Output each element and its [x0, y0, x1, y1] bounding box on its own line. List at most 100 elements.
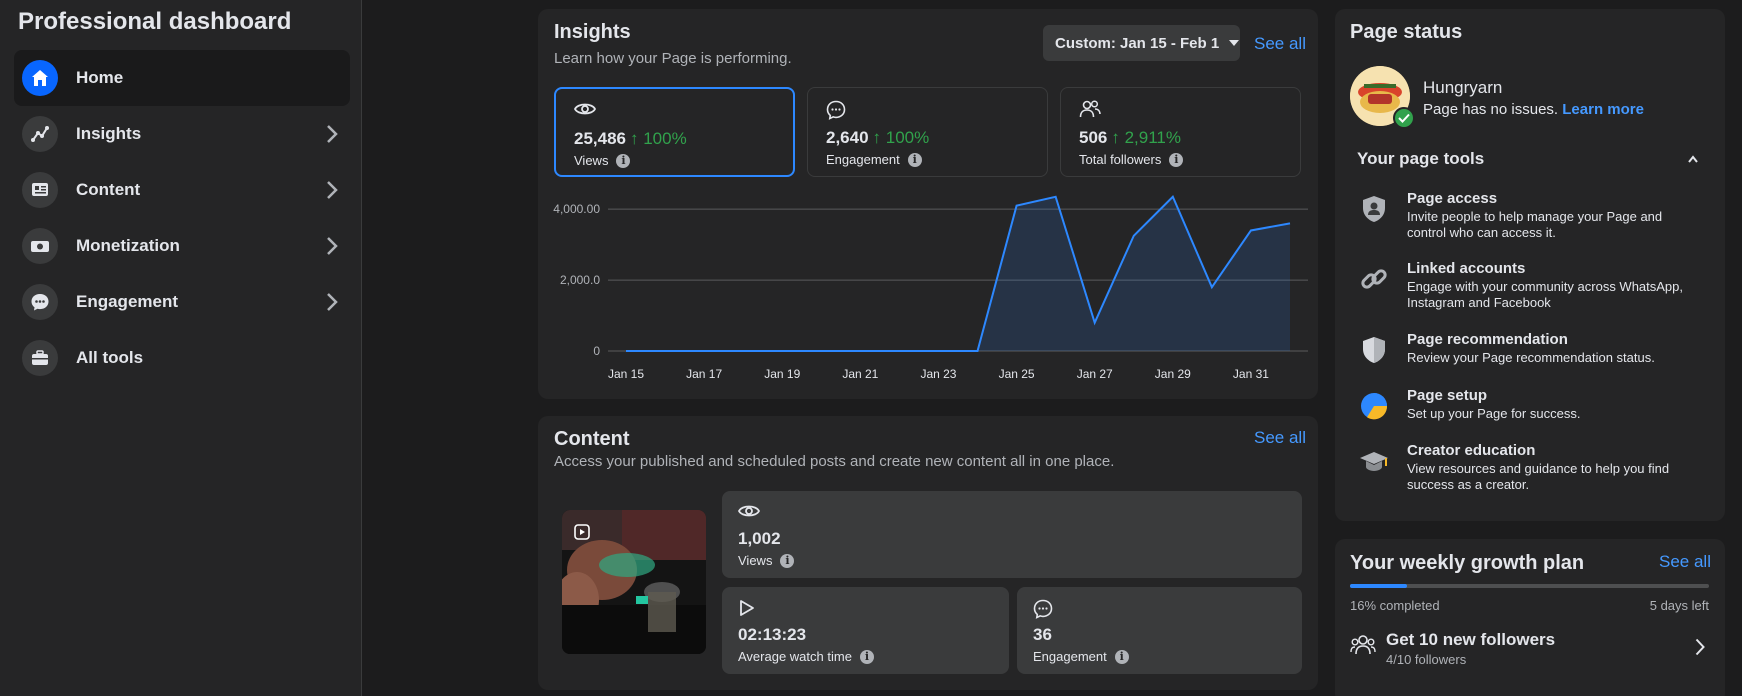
caret-down-icon [1229, 40, 1240, 46]
eye-icon [574, 103, 596, 115]
chevron-right-icon [327, 181, 338, 199]
insights-subtitle: Learn how your Page is performing. [554, 50, 792, 67]
info-icon[interactable]: i [616, 153, 631, 168]
followers-icon [1079, 100, 1101, 118]
chart-y-tick-label: 0 [593, 344, 600, 358]
sidebar-item-label: Monetization [76, 236, 180, 255]
chart-x-tick-label: Jan 23 [920, 367, 956, 381]
content-watch-label: Average watch time [738, 649, 852, 664]
trend-icon [22, 116, 58, 152]
chart-x-tick-label: Jan 25 [999, 367, 1035, 381]
graduation-cap-icon [1360, 452, 1388, 471]
tool-page-recommendation[interactable]: Page recommendation Review your Page rec… [1359, 331, 1679, 371]
chevron-right-icon [327, 125, 338, 143]
metric-label: Engagement [826, 152, 900, 167]
growth-plan-card: Your weekly growth plan See all 16% comp… [1335, 539, 1725, 696]
info-icon[interactable]: i [1114, 649, 1129, 664]
metric-label: Views [574, 153, 609, 168]
chart-x-tick-label: Jan 21 [842, 367, 878, 381]
chart-x-tick-label: Jan 19 [764, 367, 800, 381]
sidebar-item-label: Engagement [76, 292, 179, 311]
post-thumbnail[interactable] [562, 510, 706, 654]
metric-change: ↑ 2,911% [1111, 128, 1181, 147]
tool-title: Creator education [1407, 442, 1536, 459]
page-name[interactable]: Hungryarn [1423, 78, 1503, 97]
info-icon[interactable]: i [907, 152, 922, 167]
sidebar-item-content[interactable]: Content [14, 162, 350, 218]
content-watch-value: 02:13:23 [738, 625, 807, 644]
shield-person-icon [1363, 196, 1385, 222]
tool-title: Linked accounts [1407, 260, 1526, 277]
post-thumbnail-image [562, 510, 706, 654]
learn-more-link[interactable]: Learn more [1562, 101, 1644, 118]
growth-task-item[interactable]: Get 10 new followers 4/10 followers [1350, 630, 1709, 670]
chart-x-tick-label: Jan 29 [1155, 367, 1191, 381]
growth-days-left: 5 days left [1649, 598, 1709, 613]
growth-plan-title: Your weekly growth plan [1350, 552, 1585, 574]
growth-see-all-link[interactable]: See all [1659, 552, 1711, 571]
sidebar-item-label: Content [76, 180, 141, 199]
tool-page-access[interactable]: Page access Invite people to help manage… [1359, 190, 1679, 240]
growth-progress-track [1350, 584, 1709, 588]
people-icon [1350, 635, 1376, 655]
metric-change: ↑ 100% [872, 128, 930, 147]
tool-page-setup[interactable]: Page setup Set up your Page for success. [1359, 387, 1679, 427]
page-status-text: Page has no issues. [1423, 101, 1559, 118]
info-icon[interactable]: i [859, 649, 874, 664]
chart-x-tick-label: Jan 17 [686, 367, 722, 381]
tool-description: View resources and guidance to help you … [1407, 461, 1670, 492]
tool-title: Page recommendation [1407, 331, 1568, 348]
chat-bubble-icon [22, 284, 58, 320]
tool-description: Engage with your community across WhatsA… [1407, 279, 1684, 310]
sidebar-item-insights[interactable]: Insights [14, 106, 350, 162]
content-engagement-value: 36 [1033, 625, 1052, 644]
tool-creator-education[interactable]: Creator education View resources and gui… [1359, 442, 1679, 492]
chart-x-tick-label: Jan 15 [608, 367, 644, 381]
content-title: Content [554, 428, 630, 450]
insights-see-all-link[interactable]: See all [1254, 34, 1306, 53]
info-icon[interactable]: i [780, 553, 795, 568]
sidebar-item-monetization[interactable]: Monetization [14, 218, 350, 274]
tool-description: Review your Page recommendation status. [1407, 350, 1655, 365]
sidebar-title: Professional dashboard [18, 8, 292, 35]
chevron-up-icon[interactable] [1687, 155, 1699, 163]
metric-value: 2,640 [826, 128, 869, 147]
sidebar-item-engagement[interactable]: Engagement [14, 274, 350, 330]
tool-linked-accounts[interactable]: Linked accounts Engage with your communi… [1359, 260, 1683, 310]
sidebar-item-label: Insights [76, 124, 142, 143]
content-subtitle: Access your published and scheduled post… [554, 453, 1115, 470]
metric-value: 506 [1079, 128, 1108, 147]
play-icon [740, 600, 754, 616]
metric-views[interactable]: 25,486 ↑ 100% Views i [554, 87, 795, 177]
growth-task-title: Get 10 new followers [1386, 630, 1556, 649]
sidebar-item-home[interactable]: Home [14, 50, 350, 106]
content-see-all-link[interactable]: See all [1254, 428, 1306, 447]
metric-total-followers[interactable]: 506 ↑ 2,911% Total followers i [1060, 87, 1301, 177]
metric-change: ↑ 100% [630, 129, 687, 148]
chart-y-tick-label: 2,000.0 [560, 273, 600, 287]
metric-engagement[interactable]: 2,640 ↑ 100% Engagement i [807, 87, 1048, 177]
content-views-label: Views [738, 553, 773, 568]
info-icon[interactable]: i [1169, 152, 1184, 167]
tool-title: Page setup [1407, 387, 1488, 404]
page-status-card: Page status Hungryarn Page has no issues… [1335, 9, 1725, 521]
home-icon [22, 60, 58, 96]
page-tools-title: Your page tools [1357, 149, 1485, 168]
content-engagement-box: 36 Engagement i [1017, 587, 1302, 674]
check-badge-icon [1393, 107, 1415, 129]
tool-description: Invite people to help manage your Page a… [1407, 209, 1663, 240]
pie-icon [1361, 393, 1388, 420]
date-range-dropdown[interactable]: Custom: Jan 15 - Feb 1 [1043, 25, 1240, 61]
content-views-value: 1,002 [738, 529, 781, 548]
eye-icon [738, 505, 760, 517]
chat-icon [1033, 599, 1053, 619]
sidebar-item-all-tools[interactable]: All tools [14, 330, 350, 386]
chart-area [626, 196, 1290, 351]
content-engagement-label: Engagement [1033, 649, 1107, 664]
content-views-box: 1,002 Views i [722, 491, 1302, 578]
date-range-label: Custom: Jan 15 - Feb 1 [1055, 34, 1220, 52]
chart-x-tick-label: Jan 27 [1077, 367, 1113, 381]
metric-value: 25,486 [574, 129, 626, 148]
shield-icon [1363, 337, 1385, 363]
growth-progress-fill [1350, 584, 1408, 588]
